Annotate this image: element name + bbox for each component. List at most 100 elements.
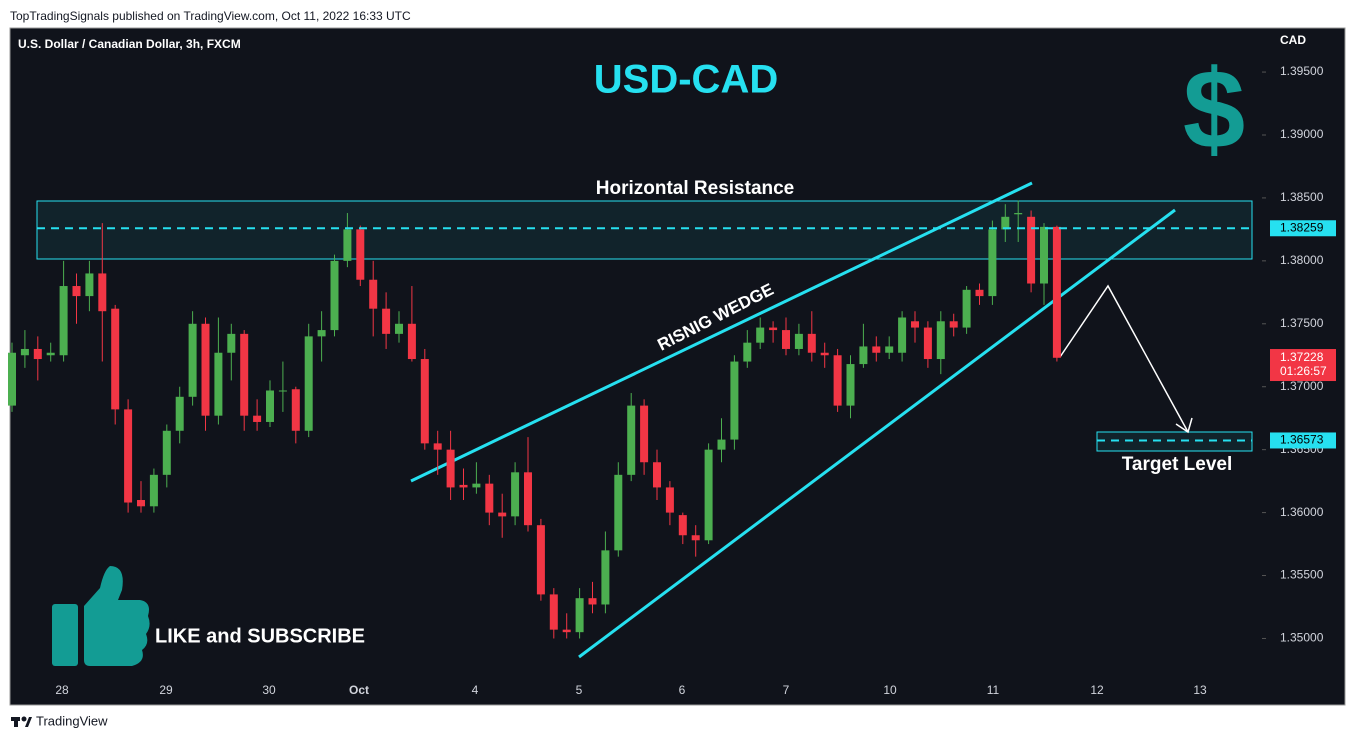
candle-body [936, 321, 945, 360]
candle-body [356, 229, 365, 280]
y-tick-label: 1.35500 [1280, 568, 1324, 582]
candle-body [949, 321, 958, 328]
candle-body [536, 525, 545, 595]
candle-body [627, 405, 636, 475]
candle-body [717, 439, 726, 450]
candle-body [188, 323, 197, 397]
candle-body [317, 330, 326, 337]
x-tick-label: 28 [55, 683, 69, 697]
target-label: Target Level [1122, 454, 1233, 475]
candle-body [769, 327, 778, 331]
level-label: 1.36573 [1280, 433, 1324, 447]
level-label: 1.38259 [1280, 220, 1324, 234]
candle-body [175, 396, 184, 431]
currency-label: CAD [1280, 33, 1306, 47]
candle-body [614, 474, 623, 551]
candle-body [872, 346, 881, 353]
level-badge [1270, 432, 1336, 449]
candle-body [33, 348, 42, 360]
candle-body [278, 390, 287, 392]
candle-body [472, 483, 481, 488]
candle-body [124, 409, 133, 503]
candle-body [588, 598, 597, 605]
y-tick-label: 1.37500 [1280, 316, 1324, 330]
chart-title: USD-CAD [594, 58, 778, 102]
x-tick-label: 29 [159, 683, 173, 697]
candle-body [304, 336, 313, 431]
x-tick-label: Oct [349, 683, 369, 697]
x-tick-label: 13 [1193, 683, 1207, 697]
candle-body [395, 323, 403, 334]
candle-body [511, 472, 520, 517]
candle-body [20, 348, 29, 356]
last-price-label: 1.37228 [1280, 350, 1324, 364]
candle-body [653, 462, 661, 488]
x-tick-label: 30 [262, 683, 276, 697]
x-tick-label: 4 [472, 683, 479, 697]
candle-body [253, 415, 262, 422]
x-tick-label: 10 [883, 683, 897, 697]
candle-body [975, 289, 984, 297]
arrow-head [1175, 417, 1193, 434]
candle-body [1027, 216, 1036, 284]
countdown-label: 01:26:57 [1280, 364, 1327, 378]
y-tick-label: 1.35000 [1280, 631, 1324, 645]
candle-body [162, 430, 171, 475]
candle-body [227, 333, 236, 353]
candle-body [923, 327, 932, 360]
candle-body [665, 487, 674, 513]
candle-body [214, 352, 223, 416]
candle-body [149, 474, 158, 507]
candle-body [988, 229, 997, 297]
candle-body [962, 289, 971, 328]
candle-body [59, 286, 68, 356]
candle-body [343, 229, 352, 261]
candle-body [807, 333, 816, 353]
footer-brand: TradingView [36, 713, 108, 728]
candle-body [562, 629, 571, 633]
candle-body [407, 323, 416, 360]
x-tick-label: 11 [987, 683, 1000, 697]
candle-body [898, 317, 907, 353]
candle-body [678, 515, 687, 536]
candle-body [846, 364, 855, 406]
last-price-badge [1270, 349, 1336, 382]
candle-body [549, 594, 558, 630]
candle-body [1001, 216, 1010, 230]
y-tick-label: 1.37000 [1280, 379, 1324, 393]
candle-body [756, 327, 765, 343]
cta-label: LIKE and SUBSCRIBE [155, 625, 365, 647]
candle-body [704, 449, 713, 541]
candle-body [782, 330, 790, 349]
candle-body [46, 352, 55, 356]
y-tick-label: 1.39000 [1280, 127, 1324, 141]
candle-body [420, 359, 429, 444]
x-tick-label: 7 [783, 683, 790, 697]
candle-body [1040, 226, 1048, 284]
tradingview-logo [11, 716, 32, 727]
candle-body [1014, 213, 1023, 215]
candle-body [433, 443, 442, 450]
candle-body [485, 483, 494, 513]
chart-panel [9, 27, 1346, 706]
candle-body [111, 308, 120, 410]
projection-arrow [1059, 284, 1189, 433]
x-tick-label: 6 [679, 683, 686, 697]
thumbs-up-icon [52, 566, 150, 666]
candle-body [640, 405, 649, 463]
candle-body [369, 279, 378, 309]
candle-body [575, 598, 584, 633]
candle-body [833, 355, 842, 406]
candle-body [459, 484, 468, 488]
symbol-label: U.S. Dollar / Canadian Dollar, 3h, FXCM [18, 37, 241, 51]
resistance-zone [36, 200, 1253, 260]
wedge-lower-line [578, 208, 1176, 659]
candle-body [201, 323, 210, 416]
candle-body [8, 352, 16, 406]
wedge-upper-line [410, 181, 1033, 483]
candle-body [240, 333, 249, 416]
y-tick-label: 1.36000 [1280, 505, 1324, 519]
candle-body [266, 390, 274, 422]
candle-body [859, 346, 868, 365]
